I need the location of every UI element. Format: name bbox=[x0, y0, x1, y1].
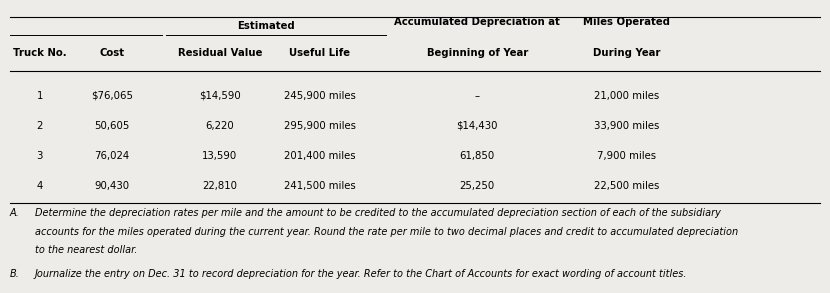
Text: $14,430: $14,430 bbox=[457, 121, 498, 131]
Text: 21,000 miles: 21,000 miles bbox=[594, 91, 659, 101]
Text: $14,590: $14,590 bbox=[199, 91, 241, 101]
Text: Estimated: Estimated bbox=[237, 21, 295, 31]
Text: A.: A. bbox=[10, 208, 20, 219]
Text: Determine the depreciation rates per mile and the amount to be credited to the a: Determine the depreciation rates per mil… bbox=[35, 208, 720, 219]
Text: 2: 2 bbox=[37, 121, 43, 131]
Text: 50,605: 50,605 bbox=[95, 121, 129, 131]
Text: 90,430: 90,430 bbox=[95, 181, 129, 191]
Text: Beginning of Year: Beginning of Year bbox=[427, 47, 528, 57]
Text: 201,400 miles: 201,400 miles bbox=[284, 151, 355, 161]
Text: Accumulated Depreciation at: Accumulated Depreciation at bbox=[394, 18, 560, 28]
Text: 245,900 miles: 245,900 miles bbox=[284, 91, 355, 101]
Text: 7,900 miles: 7,900 miles bbox=[597, 151, 657, 161]
Text: 4: 4 bbox=[37, 181, 43, 191]
Text: Useful Life: Useful Life bbox=[289, 47, 350, 57]
Text: 295,900 miles: 295,900 miles bbox=[284, 121, 355, 131]
Text: 22,500 miles: 22,500 miles bbox=[594, 181, 659, 191]
Text: $76,065: $76,065 bbox=[91, 91, 133, 101]
Text: accounts for the miles operated during the current year. Round the rate per mile: accounts for the miles operated during t… bbox=[35, 227, 738, 237]
Text: 1: 1 bbox=[37, 91, 43, 101]
Text: 3: 3 bbox=[37, 151, 43, 161]
Text: 6,220: 6,220 bbox=[206, 121, 234, 131]
Text: –: – bbox=[475, 91, 480, 101]
Text: 25,250: 25,250 bbox=[460, 181, 495, 191]
Text: Residual Value: Residual Value bbox=[178, 47, 262, 57]
Text: Cost: Cost bbox=[100, 47, 124, 57]
Text: 61,850: 61,850 bbox=[460, 151, 495, 161]
Text: Miles Operated: Miles Operated bbox=[583, 18, 670, 28]
Text: 33,900 miles: 33,900 miles bbox=[594, 121, 659, 131]
Text: to the nearest dollar.: to the nearest dollar. bbox=[35, 245, 137, 255]
Text: 22,810: 22,810 bbox=[203, 181, 237, 191]
Text: Journalize the entry on Dec. 31 to record depreciation for the year. Refer to th: Journalize the entry on Dec. 31 to recor… bbox=[35, 269, 687, 279]
Text: B.: B. bbox=[10, 269, 20, 279]
Text: 241,500 miles: 241,500 miles bbox=[284, 181, 355, 191]
Text: 13,590: 13,590 bbox=[203, 151, 237, 161]
Text: Truck No.: Truck No. bbox=[13, 47, 66, 57]
Text: 76,024: 76,024 bbox=[95, 151, 129, 161]
Text: During Year: During Year bbox=[593, 47, 661, 57]
